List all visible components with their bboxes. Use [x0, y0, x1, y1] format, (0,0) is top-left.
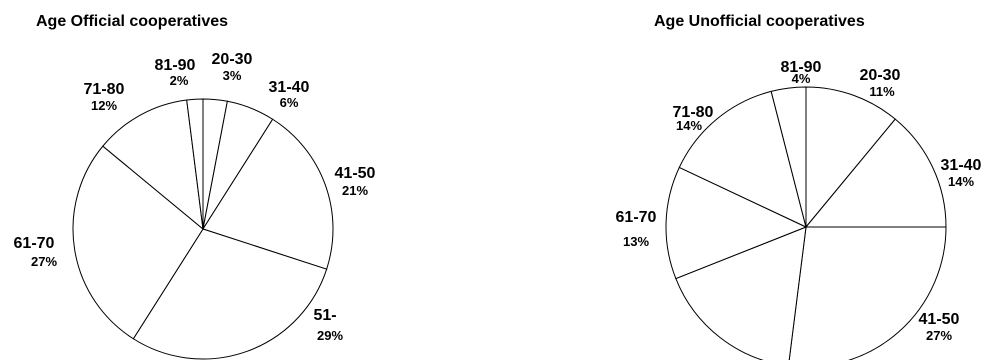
slice-value-label: 6% — [280, 95, 299, 110]
slice-value-label: 11% — [869, 84, 895, 99]
slice-category-label: 61-70 — [14, 235, 55, 252]
slice-value-label: 13% — [623, 234, 649, 249]
slice-category-label: 20-30 — [212, 51, 253, 68]
slice-category-label: 61-70 — [616, 209, 657, 226]
pie-slice — [102, 99, 204, 231]
slice-category-label: 51- — [313, 307, 336, 324]
slice-value-label: 21% — [342, 183, 368, 198]
pie-slice — [202, 118, 334, 270]
pie-slice — [678, 90, 807, 228]
slice-category-label: 71-80 — [84, 81, 125, 98]
slice-value-label: 12% — [91, 98, 117, 113]
slice-category-label: 20-30 — [860, 67, 901, 84]
slice-value-label: 14% — [948, 174, 974, 189]
slice-value-label: 27% — [926, 328, 952, 343]
pie-slice — [132, 228, 328, 360]
chart-title-unofficial: Age Unofficial cooperatives — [654, 13, 865, 30]
pie-chart-official: Age Official cooperatives 20-303% 31-406%… — [14, 13, 376, 360]
pie-slice — [805, 86, 896, 229]
slice-category-label: 31-40 — [941, 157, 982, 174]
pie-slice — [186, 98, 204, 230]
slice-value-label: 2% — [170, 73, 189, 88]
slice-category-label: 41-50 — [335, 165, 376, 182]
slice-value-label: 29% — [317, 328, 343, 343]
pie-slice — [665, 166, 808, 280]
slice-category-label: 31-40 — [269, 79, 310, 96]
slice-value-label: 3% — [223, 68, 242, 83]
slice-value-label: 4% — [792, 71, 811, 86]
slice-category-label: 81-90 — [155, 57, 196, 74]
pie-slice — [788, 226, 947, 360]
slice-category-label: 81-90 — [781, 59, 822, 76]
slice-value-label: 14% — [676, 118, 702, 133]
chart-title-official: Age Official cooperatives — [36, 13, 228, 30]
pie-slice — [72, 145, 204, 340]
slice-value-label: 27% — [31, 254, 57, 269]
slice-category-label: 41-50 — [919, 311, 960, 328]
slice-category-label: 71-80 — [673, 104, 714, 121]
pie-slice — [675, 226, 807, 360]
pie-slice — [804, 118, 947, 228]
pie-slice — [770, 86, 807, 228]
